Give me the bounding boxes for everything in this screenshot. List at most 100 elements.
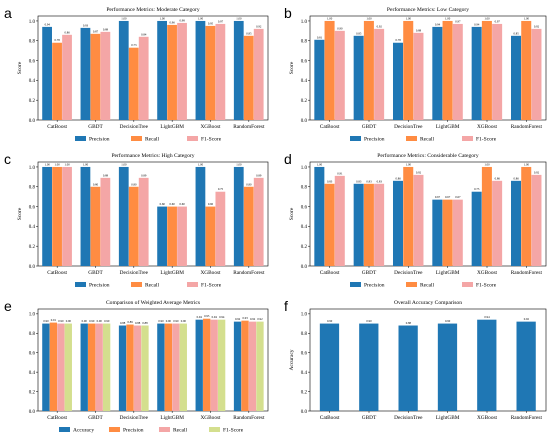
data-label: 1.00	[45, 162, 51, 166]
bar	[353, 35, 364, 120]
data-label: 0.90	[173, 319, 179, 323]
y-axis-label: Score	[289, 61, 295, 74]
data-label: 0.92	[524, 317, 530, 321]
data-label: 0.94	[212, 315, 218, 319]
x-tick-label: DecisionTree	[394, 270, 423, 276]
bar	[492, 180, 503, 266]
x-tick-label: DecisionTree	[120, 270, 149, 276]
y-tick-label: 0.0	[29, 119, 36, 124]
data-label: 1.00	[83, 162, 89, 166]
data-label: 1.00	[524, 16, 530, 20]
bar	[510, 35, 522, 120]
data-label: 0.67	[455, 195, 461, 199]
bar	[531, 174, 542, 266]
data-label: 0.90	[58, 319, 64, 323]
legend-swatch	[59, 427, 70, 432]
data-label: 0.90	[445, 319, 451, 323]
bar	[205, 25, 216, 120]
y-tick-label: 0.4	[301, 79, 308, 84]
x-tick-label: GBDT	[362, 270, 377, 276]
plot-frame	[309, 308, 547, 412]
chart-panel-b: b Performance Metrics: Low Category 0.0 0.2…	[284, 5, 547, 143]
data-label: 0.90	[104, 319, 110, 323]
data-label: 0.84	[141, 32, 147, 36]
x-tick-label: LightGBM	[436, 270, 460, 276]
bar	[359, 323, 379, 411]
y-tick-label: 0.6	[301, 205, 308, 210]
data-label: 1.00	[236, 162, 242, 166]
bar	[179, 323, 187, 411]
y-tick-label: 0.8	[301, 332, 308, 337]
y-tick-label: 0.2	[301, 390, 308, 395]
legend-label: Recall	[145, 137, 160, 143]
bar	[324, 183, 335, 266]
x-tick-label: RandomForest	[233, 124, 265, 130]
data-label: 0.93	[242, 316, 248, 320]
bar	[157, 323, 165, 411]
data-label: 0.88	[416, 28, 422, 32]
bar	[510, 180, 522, 266]
data-label: 0.90	[366, 319, 372, 323]
x-tick-label: XGBoost	[477, 415, 498, 421]
bar	[126, 324, 134, 411]
y-tick-label: 0.4	[301, 371, 308, 376]
bar	[128, 186, 139, 266]
bar	[62, 166, 72, 266]
data-label: 0.83	[327, 179, 333, 183]
y-tick-label: 0.6	[29, 352, 36, 357]
bar	[334, 175, 345, 266]
bar	[157, 206, 167, 266]
legend-swatch	[75, 136, 86, 141]
data-label: 0.94	[45, 22, 51, 26]
y-axis-label: Score	[17, 61, 23, 74]
y-tick-label: 1.0	[301, 313, 308, 318]
legend-swatch	[462, 136, 473, 141]
legend-swatch	[350, 282, 361, 287]
panel-letter: f	[284, 298, 288, 314]
bar	[90, 186, 101, 266]
legend-label: F1-Score	[223, 428, 244, 434]
bar	[133, 325, 142, 411]
bar	[42, 323, 50, 411]
x-tick-label: LightGBM	[160, 124, 184, 130]
bar	[432, 26, 443, 120]
y-tick-label: 1.0	[301, 20, 308, 25]
legend-label: F1-Score	[476, 283, 497, 289]
data-label: 0.95	[204, 314, 210, 318]
data-label: 0.90	[97, 319, 103, 323]
x-tick-label: CatBoost	[320, 124, 340, 130]
bar	[177, 22, 187, 120]
data-label: 0.94	[484, 315, 490, 319]
data-label: 0.88	[135, 321, 141, 325]
legend-label: F1-Score	[476, 137, 497, 143]
y-axis-label: Score	[289, 207, 295, 220]
data-label: 1.00	[236, 16, 242, 20]
data-label: 0.81	[317, 35, 323, 39]
bar	[88, 323, 96, 411]
bar	[477, 319, 497, 411]
x-tick-label: LightGBM	[436, 415, 460, 421]
chart-title: Comparison of Weighted Average Metrics	[106, 299, 200, 306]
y-tick-label: 0.4	[301, 225, 308, 230]
data-label: 0.60	[160, 202, 166, 206]
bar	[521, 20, 532, 121]
bar	[531, 28, 542, 120]
data-label: 0.92	[257, 317, 263, 321]
data-label: 1.00	[445, 16, 451, 20]
x-tick-label: DecisionTree	[394, 124, 423, 130]
data-label: 0.85	[246, 31, 252, 35]
x-tick-label: RandomForest	[233, 270, 265, 276]
data-label: 0.89	[103, 173, 109, 177]
data-label: 0.90	[181, 319, 187, 323]
data-label: 0.92	[534, 24, 540, 28]
bar	[80, 166, 91, 266]
legend-label: F1-Score	[201, 137, 222, 143]
bar	[195, 319, 203, 411]
bar	[167, 206, 177, 266]
x-tick-label: XGBoost	[200, 415, 221, 421]
legend-swatch	[209, 427, 220, 432]
x-tick-label: GBDT	[88, 270, 103, 276]
data-label: 0.85	[513, 31, 519, 35]
bar	[481, 20, 492, 121]
bar	[392, 42, 404, 120]
